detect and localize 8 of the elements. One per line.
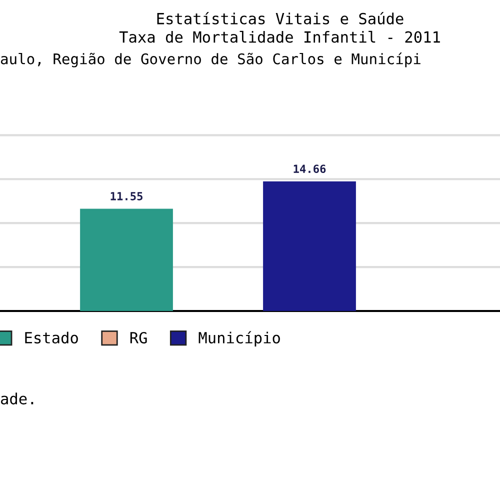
text: ade. [0,392,34,404]
data-label: 11.55 [110,192,142,200]
chart-title: Estatísticas Vitais e Saúde Taxa de Mortalidade Infantil - 2011 [119,12,440,43]
legend-label: RG [130,332,147,344]
legend-label: Município [198,331,280,346]
data-label: 14.66 [294,164,326,174]
chart-subtitle: aulo, Região de Governo de São Carlos e Municípi [0,52,420,68]
legend-label: Estado [25,332,78,344]
